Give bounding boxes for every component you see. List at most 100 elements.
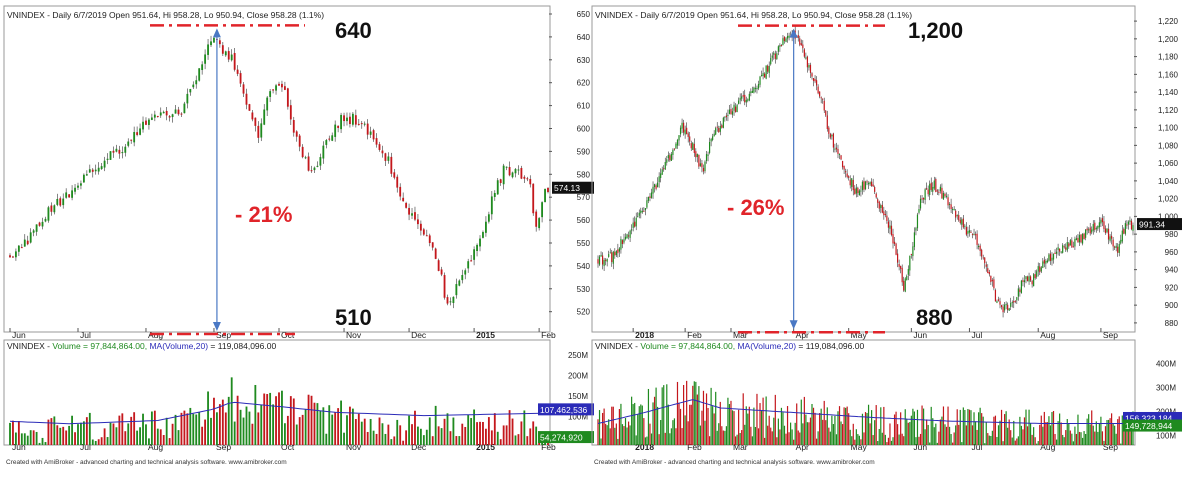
volume-bar bbox=[1013, 420, 1015, 445]
candle-body bbox=[1022, 280, 1024, 282]
volume-bar bbox=[897, 424, 899, 445]
volume-bar bbox=[627, 421, 630, 445]
volume-bar bbox=[629, 425, 631, 445]
volume-title-volume: Volume = 97,844,864.00, bbox=[52, 341, 149, 351]
candle-body bbox=[621, 240, 624, 244]
candle-body bbox=[136, 132, 139, 135]
candle-body bbox=[922, 197, 925, 200]
volume-bar bbox=[910, 415, 912, 445]
candle-body bbox=[906, 275, 908, 281]
candle-body bbox=[62, 198, 65, 206]
y-tick-label: 540 bbox=[577, 262, 591, 271]
volume-x-tick-label: Nov bbox=[346, 442, 362, 452]
candle-body bbox=[1037, 266, 1039, 272]
candle-body bbox=[919, 198, 922, 209]
volume-bar bbox=[863, 432, 865, 445]
candle-body bbox=[124, 146, 127, 153]
volume-bar bbox=[676, 381, 679, 445]
volume-bar bbox=[793, 439, 795, 445]
candle-body bbox=[655, 185, 657, 189]
candle-body bbox=[774, 53, 776, 59]
volume-bar bbox=[959, 409, 961, 445]
candle-body bbox=[304, 157, 307, 159]
candle-body bbox=[650, 192, 653, 198]
candle-body bbox=[1097, 226, 1099, 229]
candle-body bbox=[871, 181, 873, 186]
volume-bar bbox=[1101, 431, 1104, 445]
volume-bar bbox=[967, 408, 969, 445]
candle-body bbox=[993, 279, 995, 289]
candle-body bbox=[751, 90, 753, 93]
candle-body bbox=[825, 110, 827, 116]
volume-bar bbox=[609, 428, 611, 445]
volume-bar bbox=[461, 423, 464, 445]
candle-body bbox=[948, 203, 951, 205]
price-pane-title: VNINDEX - Daily 6/7/2019 Open 951.64, Hi… bbox=[7, 10, 324, 20]
volume-bar bbox=[281, 390, 283, 445]
candle-body bbox=[760, 74, 763, 76]
candle-body bbox=[23, 239, 26, 247]
volume-bar bbox=[218, 404, 221, 445]
candle-body bbox=[860, 190, 862, 192]
volume-bar bbox=[505, 425, 508, 445]
candle-body bbox=[230, 54, 233, 61]
volume-bar bbox=[757, 428, 760, 445]
volume-bar bbox=[753, 407, 755, 445]
volume-bar bbox=[419, 428, 422, 445]
volume-bar bbox=[482, 421, 484, 445]
volume-bar bbox=[783, 425, 786, 445]
candle-body bbox=[997, 299, 1000, 301]
candle-body bbox=[17, 245, 20, 252]
candle-body bbox=[210, 41, 212, 46]
candle-body bbox=[1029, 276, 1032, 281]
volume-bar bbox=[817, 431, 819, 445]
volume-bar bbox=[670, 428, 672, 445]
volume-bar bbox=[1019, 416, 1021, 445]
volume-bar bbox=[771, 431, 773, 445]
volume-bar bbox=[997, 425, 1000, 445]
y-tick-label: 1,100 bbox=[1158, 124, 1179, 133]
volume-bar bbox=[1022, 429, 1024, 445]
candle-body bbox=[47, 207, 50, 221]
candle-body bbox=[1036, 271, 1038, 277]
volume-bar bbox=[1031, 434, 1033, 445]
volume-bar bbox=[939, 419, 941, 445]
volume-bar bbox=[428, 417, 431, 445]
volume-bar bbox=[641, 405, 643, 445]
candle-body bbox=[915, 228, 917, 231]
volume-y-tick-label: 400M bbox=[1156, 360, 1176, 369]
candle-body bbox=[947, 197, 949, 206]
candle-body bbox=[635, 217, 637, 227]
volume-bar bbox=[319, 410, 322, 445]
candle-body bbox=[765, 65, 767, 79]
candle-body bbox=[298, 135, 301, 147]
y-tick-label: 1,180 bbox=[1158, 53, 1179, 62]
volume-x-tick-label: Jun bbox=[12, 442, 26, 452]
volume-bar bbox=[898, 434, 900, 445]
volume-bar bbox=[849, 429, 851, 445]
candle-body bbox=[1060, 251, 1062, 253]
candle-body bbox=[657, 182, 659, 188]
volume-bar bbox=[136, 430, 139, 445]
volume-bar bbox=[396, 419, 399, 445]
candle-body bbox=[1118, 243, 1120, 253]
candle-body bbox=[1066, 242, 1068, 251]
candle-body bbox=[375, 138, 378, 145]
volume-bar bbox=[399, 425, 402, 445]
volume-bar bbox=[716, 430, 718, 445]
volume-bar bbox=[390, 439, 393, 445]
x-tick-label: Aug bbox=[1040, 330, 1055, 340]
volume-bar bbox=[242, 417, 245, 445]
volume-title-ma: MA(Volume,20) bbox=[149, 341, 208, 351]
volume-bar bbox=[1098, 422, 1100, 445]
volume-bar bbox=[47, 419, 50, 445]
candle-body bbox=[1052, 253, 1055, 260]
volume-bar bbox=[845, 407, 847, 445]
candle-body bbox=[1059, 248, 1061, 252]
candle-body bbox=[826, 115, 828, 130]
candle-body bbox=[704, 161, 706, 172]
volume-value-label: 54,274,920 bbox=[540, 433, 583, 443]
candle-body bbox=[133, 132, 136, 143]
candle-body bbox=[663, 168, 665, 170]
volume-bar bbox=[97, 439, 100, 445]
